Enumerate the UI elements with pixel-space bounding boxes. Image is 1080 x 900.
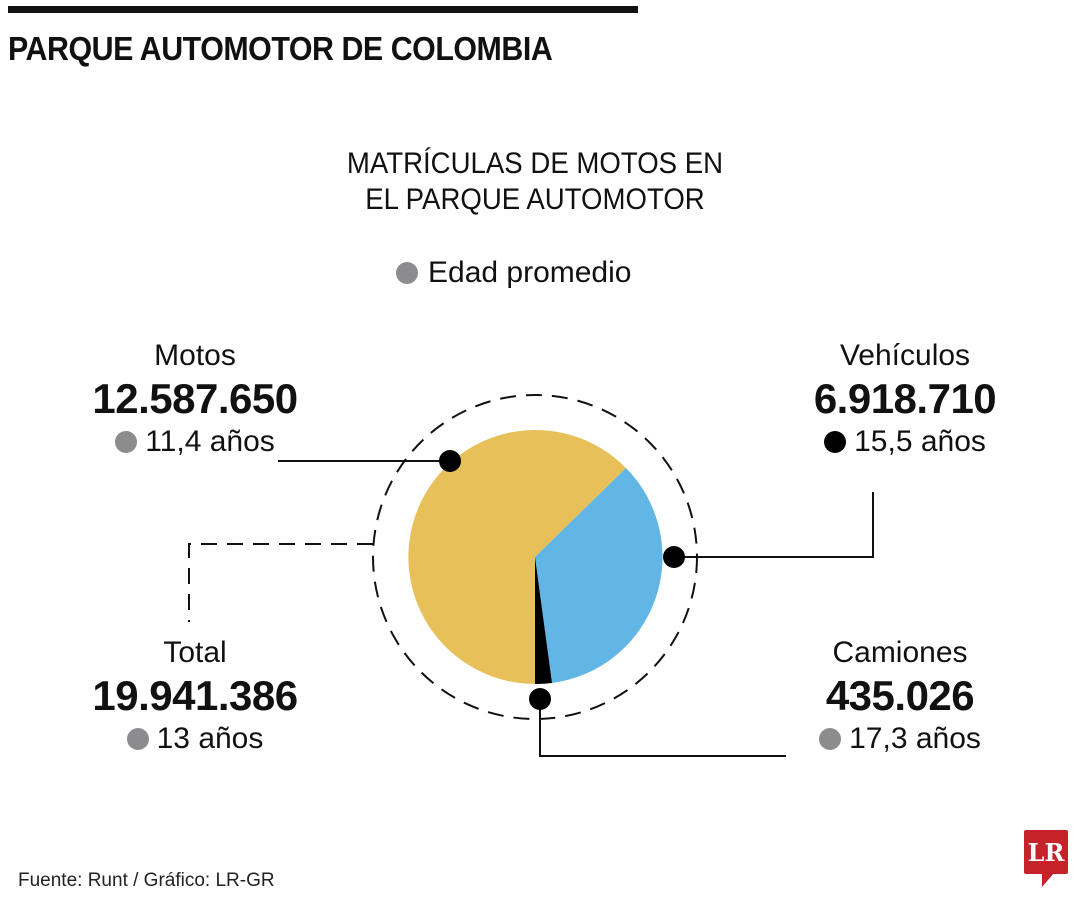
age-dot-icon: [115, 431, 138, 453]
vehiculos-value: 6.918.710: [813, 375, 997, 422]
legend: Edad promedio: [396, 256, 631, 290]
total-age-text: 13 años: [156, 722, 264, 755]
total-age: 13 años: [60, 721, 330, 757]
lr-logo-tail-icon: [1042, 873, 1054, 887]
vehiculos-block: Vehículos 6.918.710 15,5 años: [765, 338, 1045, 460]
motos-value: 12.587.650: [92, 375, 298, 422]
slice-vehiculos: [535, 468, 663, 683]
total-block: Total 19.941.386 13 años: [60, 635, 330, 757]
camiones-label: Camiones: [832, 636, 968, 669]
vehiculos-age-text: 15,5 años: [854, 425, 986, 458]
subtitle-line-1: MATRÍCULAS DE MOTOS EN: [346, 147, 724, 180]
lr-logo: LR: [1024, 830, 1068, 874]
camiones-age: 17,3 años: [765, 721, 1035, 757]
vehiculos-marker: [663, 546, 685, 568]
motos-block: Motos 12.587.650 11,4 años: [60, 338, 330, 460]
slice-camiones: [535, 557, 552, 685]
camiones-leader-line: [539, 699, 786, 757]
chart-subtitle: MATRÍCULAS DE MOTOS EN EL PARQUE AUTOMOT…: [319, 146, 751, 218]
age-dot-icon: [819, 728, 842, 750]
page-title: PARQUE AUTOMOTOR DE COLOMBIA: [8, 30, 553, 67]
total-leader-line: [188, 543, 373, 622]
top-rule: [8, 6, 638, 13]
total-value: 19.941.386: [92, 672, 298, 719]
camiones-marker: [529, 688, 551, 710]
motos-age: 11,4 años: [60, 424, 330, 460]
vehiculos-label: Vehículos: [839, 339, 971, 372]
legend-dot-icon: [396, 262, 418, 284]
camiones-value: 435.026: [825, 672, 975, 719]
camiones-block: Camiones 435.026 17,3 años: [765, 635, 1035, 757]
total-label: Total: [163, 636, 227, 669]
camiones-age-text: 17,3 años: [849, 722, 981, 755]
source-note: Fuente: Runt / Gráfico: LR-GR: [18, 870, 275, 891]
age-dot-icon: [824, 431, 847, 453]
age-dot-icon: [126, 728, 149, 750]
vehiculos-age: 15,5 años: [765, 424, 1045, 460]
subtitle-line-2: EL PARQUE AUTOMOTOR: [365, 183, 705, 216]
motos-age-text: 11,4 años: [145, 425, 275, 458]
motos-label: Motos: [154, 339, 236, 372]
legend-label: Edad promedio: [428, 256, 632, 289]
slice-motos: [408, 430, 626, 684]
motos-marker: [439, 450, 461, 472]
vehiculos-leader-line: [674, 492, 874, 558]
